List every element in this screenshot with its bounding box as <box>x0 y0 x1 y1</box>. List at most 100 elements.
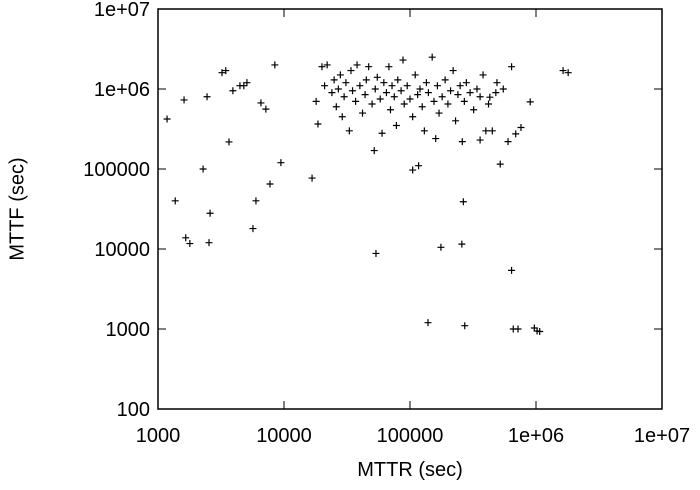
point <box>240 82 248 90</box>
point <box>460 97 468 105</box>
point <box>526 98 534 106</box>
point <box>312 97 320 105</box>
point <box>347 67 355 75</box>
point <box>342 79 350 87</box>
point <box>454 91 462 99</box>
point <box>428 53 436 61</box>
point <box>508 266 516 274</box>
x-tick-label: 10000 <box>256 425 312 447</box>
point <box>361 91 369 99</box>
point <box>399 56 407 64</box>
point <box>229 87 237 95</box>
y-tick-label: 100000 <box>83 159 150 181</box>
point <box>424 89 432 97</box>
point <box>473 85 481 93</box>
point <box>318 63 326 71</box>
y-tick-label: 1e+07 <box>94 0 150 21</box>
point <box>372 249 380 257</box>
point <box>205 239 213 247</box>
y-tick-label: 100 <box>117 399 150 421</box>
point <box>485 100 493 108</box>
point <box>392 121 400 129</box>
point <box>430 97 438 105</box>
point <box>437 243 445 251</box>
x-tick-label: 1000 <box>136 425 181 447</box>
point <box>394 76 402 84</box>
point <box>378 129 386 137</box>
point <box>422 79 430 87</box>
point <box>488 127 496 135</box>
point <box>332 103 340 111</box>
y-tick-label: 10000 <box>94 239 150 261</box>
point <box>424 319 432 327</box>
point <box>277 159 285 167</box>
point <box>218 69 226 77</box>
point <box>340 93 348 101</box>
point <box>432 135 440 143</box>
point <box>564 69 572 77</box>
point <box>225 138 233 146</box>
point <box>203 93 211 101</box>
point <box>345 127 353 135</box>
point <box>414 91 422 99</box>
point <box>508 63 516 71</box>
y-tick-label: 1000 <box>106 319 151 341</box>
point <box>409 113 417 121</box>
x-axis-label: MTTR (sec) <box>357 459 463 481</box>
point <box>308 174 316 182</box>
point <box>409 166 417 174</box>
point <box>390 93 398 101</box>
point <box>262 105 270 113</box>
point <box>362 76 370 84</box>
point <box>499 85 507 93</box>
point <box>444 100 452 108</box>
point <box>380 79 388 87</box>
point <box>330 76 338 84</box>
point <box>365 63 373 71</box>
point <box>470 106 478 114</box>
point <box>334 85 342 93</box>
point <box>461 322 469 330</box>
x-tick-label: 1e+06 <box>508 425 564 447</box>
point <box>486 93 494 101</box>
point <box>271 61 279 69</box>
point <box>314 120 322 128</box>
point <box>397 87 405 95</box>
point <box>482 127 490 135</box>
point <box>403 82 411 90</box>
point <box>512 130 520 138</box>
point <box>385 63 393 71</box>
point <box>420 127 428 135</box>
x-tick-label: 1e+07 <box>634 425 690 447</box>
point <box>257 99 265 107</box>
point <box>388 82 396 90</box>
point <box>406 95 414 103</box>
point <box>559 67 567 75</box>
point <box>415 162 423 170</box>
point <box>373 73 381 81</box>
point <box>536 328 544 336</box>
point <box>323 61 331 69</box>
point <box>411 71 419 79</box>
point <box>492 89 500 97</box>
point <box>476 136 484 144</box>
point <box>180 96 188 104</box>
point <box>517 124 525 132</box>
point <box>371 85 379 93</box>
point <box>447 87 455 95</box>
point <box>459 198 467 206</box>
point <box>182 234 190 242</box>
point <box>349 87 357 95</box>
point <box>163 115 171 123</box>
plot-frame <box>157 8 663 410</box>
y-tick-label: 1e+06 <box>94 79 150 101</box>
point <box>493 79 501 87</box>
point <box>368 100 376 108</box>
point <box>171 197 179 205</box>
point <box>353 61 361 69</box>
point <box>476 93 484 101</box>
point <box>199 165 207 173</box>
x-tick-label: 100000 <box>377 425 444 447</box>
point <box>496 160 504 168</box>
